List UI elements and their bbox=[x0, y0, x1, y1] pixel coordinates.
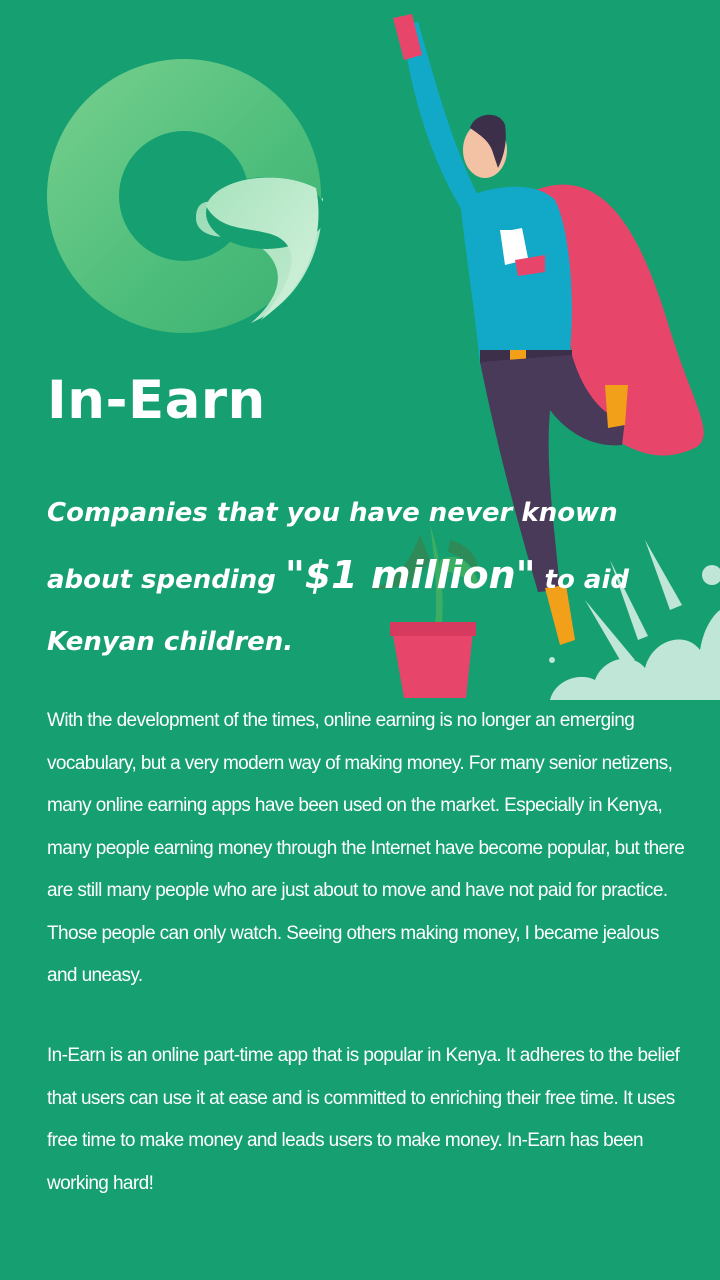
headline-highlight: "$1 million" bbox=[284, 553, 536, 597]
potted-plant-icon bbox=[370, 525, 480, 698]
headline: Companies that you have never known abou… bbox=[47, 482, 647, 673]
body-paragraph-1: With the development of the times, onlin… bbox=[47, 710, 685, 986]
headline-part2: to aid Kenyan children. bbox=[47, 565, 629, 657]
app-title: In-Earn bbox=[47, 370, 266, 431]
in-earn-logo-icon bbox=[47, 59, 326, 333]
body-paragraph-2: In-Earn is an online part-time app that … bbox=[47, 1045, 680, 1194]
flying-superhero-illustration bbox=[370, 14, 720, 700]
headline-part1: Companies that you have never known abou… bbox=[47, 498, 618, 595]
